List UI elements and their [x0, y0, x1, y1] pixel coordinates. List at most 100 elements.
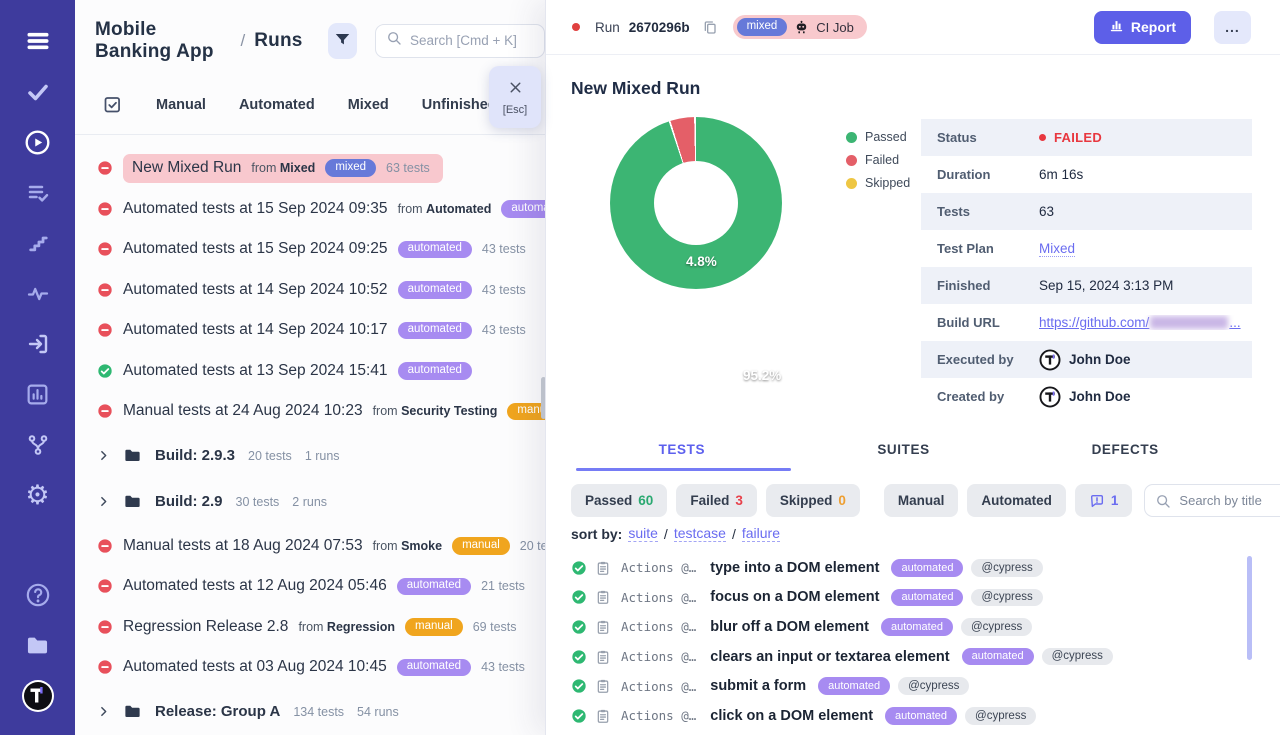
- tab-defects[interactable]: DEFECTS: [1091, 442, 1159, 457]
- test-list-scrollbar[interactable]: [1247, 556, 1252, 660]
- test-row[interactable]: Actions @… type into a DOM element automat…: [571, 553, 1271, 583]
- sidebar-item-reports-chart[interactable]: [0, 369, 75, 419]
- run-from: from Mixed: [251, 160, 316, 175]
- info-label: Created by: [937, 389, 1005, 404]
- filter-button[interactable]: [327, 22, 357, 59]
- group-count: 2 runs: [292, 494, 328, 509]
- run-detail-topbar: Run 2670296b mixed CI Job Report ...: [546, 0, 1280, 55]
- filter-skipped-button[interactable]: Skipped 0: [765, 484, 860, 517]
- sidebar-item-test-plans[interactable]: [0, 167, 75, 217]
- build-url-link[interactable]: https://github.com/...: [1039, 315, 1241, 330]
- run-status-dot: [572, 23, 580, 31]
- run-group-row[interactable]: Build: 2.9.3 20 tests 1 runs: [97, 434, 545, 478]
- sidebar-item-import-export[interactable]: [0, 319, 75, 369]
- run-id: 2670296b: [628, 19, 690, 35]
- info-row-finished: Finished Sep 15, 2024 3:13 PM: [921, 267, 1252, 304]
- run-row[interactable]: Manual tests at 18 Aug 2024 07:53 from Sm…: [97, 526, 545, 567]
- legend-item-failed[interactable]: Failed: [846, 153, 910, 167]
- test-row[interactable]: Actions @… focus on a DOM element automate…: [571, 583, 1271, 613]
- legend-item-passed[interactable]: Passed: [846, 130, 910, 144]
- tag-badge: @cypress: [898, 677, 970, 695]
- chevron-right-icon[interactable]: [97, 705, 110, 718]
- clipboard-icon: [595, 560, 611, 576]
- more-actions-button[interactable]: ...: [1214, 10, 1251, 44]
- close-drawer-button[interactable]: [Esc]: [489, 66, 541, 128]
- sidebar-item-tests-check[interactable]: [0, 66, 75, 116]
- group-title: Build: 2.9: [155, 493, 223, 510]
- test-row[interactable]: Actions @… submit a form automated @cypress: [571, 671, 1271, 701]
- menu-icon: [25, 28, 51, 54]
- run-row[interactable]: Automated tests at 15 Sep 2024 09:25 auto…: [97, 229, 545, 270]
- sidebar-item-logo[interactable]: [0, 671, 75, 721]
- minus-circle-icon: [97, 282, 113, 298]
- filter-failed-button[interactable]: Failed 3: [676, 484, 757, 517]
- chevron-right-icon[interactable]: [97, 449, 110, 462]
- info-value: Sep 15, 2024 3:13 PM: [1039, 278, 1174, 293]
- run-group-row[interactable]: Build: 2.9 30 tests 2 runs: [97, 480, 545, 524]
- run-row[interactable]: New Mixed Run from Mixed mixed 63 tests: [97, 148, 545, 189]
- test-row[interactable]: Actions @… clears an input or textarea el…: [571, 642, 1271, 672]
- report-button[interactable]: Report: [1093, 10, 1191, 44]
- run-row[interactable]: Automated tests at 03 Aug 2024 10:45 auto…: [97, 647, 545, 688]
- sidebar-item-runs-play[interactable]: [0, 117, 75, 167]
- tab-suites[interactable]: SUITES: [877, 442, 930, 457]
- run-title: Automated tests at 15 Sep 2024 09:25: [123, 240, 388, 258]
- runs-search-box[interactable]: [375, 23, 545, 58]
- tab-tests[interactable]: TESTS: [658, 442, 706, 457]
- sidebar-item-settings-gear[interactable]: ⚙: [0, 470, 75, 520]
- run-tests-count: 63 tests: [386, 160, 430, 175]
- project-name[interactable]: Mobile Banking App: [95, 18, 214, 62]
- automated-badge: automated: [397, 281, 472, 299]
- select-runs-icon[interactable]: [102, 94, 123, 115]
- runs-tab-mixed[interactable]: Mixed: [347, 96, 389, 113]
- sort-link-suite[interactable]: suite: [628, 525, 658, 542]
- run-row[interactable]: Manual tests at 24 Aug 2024 10:23 from Se…: [97, 391, 545, 432]
- runs-tab-automated[interactable]: Automated: [238, 96, 315, 113]
- runs-list-scrollbar[interactable]: [541, 377, 545, 419]
- run-row[interactable]: Automated tests at 15 Sep 2024 09:35 from…: [97, 189, 545, 230]
- sidebar-item-workflow-branch[interactable]: [0, 420, 75, 470]
- info-value: https://github.com/...: [1039, 315, 1241, 330]
- run-detail-drawer: Run 2670296b mixed CI Job Report ... New…: [545, 0, 1280, 735]
- sidebar-item-analytics-pulse[interactable]: [0, 268, 75, 318]
- runs-search-input[interactable]: [410, 33, 520, 48]
- failed-dot: [1039, 134, 1046, 141]
- info-value: Mixed: [1039, 240, 1076, 257]
- run-row[interactable]: Regression Release 2.8 from Regression man…: [97, 607, 545, 648]
- sidebar-item-menu[interactable]: [0, 16, 75, 66]
- sidebar-item-help[interactable]: [0, 570, 75, 620]
- test-row[interactable]: Actions @… click on a DOM element automate…: [571, 701, 1271, 731]
- sidebar-item-milestones-steps[interactable]: [0, 218, 75, 268]
- comments-filter-button[interactable]: 1: [1074, 484, 1133, 517]
- sidebar-item-projects-folder[interactable]: [0, 620, 75, 670]
- test-search-box[interactable]: [1144, 484, 1280, 517]
- legend-item-skipped[interactable]: Skipped: [846, 176, 910, 190]
- filter-automated-button[interactable]: Automated: [967, 484, 1066, 517]
- filter-manual-button[interactable]: Manual: [883, 484, 959, 517]
- donut-passed-label: 95.2%: [743, 368, 782, 383]
- test-search-input[interactable]: [1179, 493, 1280, 508]
- test-suite-path: Actions @…: [621, 649, 697, 665]
- runs-tab-manual[interactable]: Manual: [156, 96, 206, 113]
- test-plan-link[interactable]: Mixed: [1039, 240, 1076, 257]
- run-row[interactable]: Automated tests at 13 Sep 2024 15:41 auto…: [97, 351, 545, 392]
- results-donut-chart[interactable]: 4.8% 95.2%: [610, 117, 782, 383]
- runs-tab-unfinished[interactable]: Unfinished: [421, 96, 497, 113]
- sort-link-failure[interactable]: failure: [741, 525, 780, 542]
- copy-icon[interactable]: [702, 19, 718, 35]
- sort-link-testcase[interactable]: testcase: [673, 525, 726, 542]
- test-suite-path: Actions @…: [621, 619, 697, 635]
- run-group-row[interactable]: Release: Group A 134 tests 54 runs: [97, 690, 545, 734]
- test-name: click on a DOM element: [710, 707, 874, 724]
- chevron-right-icon[interactable]: [97, 495, 110, 508]
- run-row[interactable]: Automated tests at 12 Aug 2024 05:46 auto…: [97, 566, 545, 607]
- test-row[interactable]: Actions @… blur off a DOM element automate…: [571, 612, 1271, 642]
- automated-badge: automated: [880, 618, 953, 636]
- sort-by-label: sort by:: [571, 525, 623, 542]
- run-row[interactable]: Automated tests at 14 Sep 2024 10:52 auto…: [97, 270, 545, 311]
- run-row[interactable]: Automated tests at 14 Sep 2024 10:17 auto…: [97, 310, 545, 351]
- automated-badge: automated: [818, 677, 891, 695]
- ci-job-label[interactable]: CI Job: [816, 19, 854, 35]
- esc-hint: [Esc]: [502, 103, 528, 116]
- filter-passed-button[interactable]: Passed 60: [571, 484, 668, 517]
